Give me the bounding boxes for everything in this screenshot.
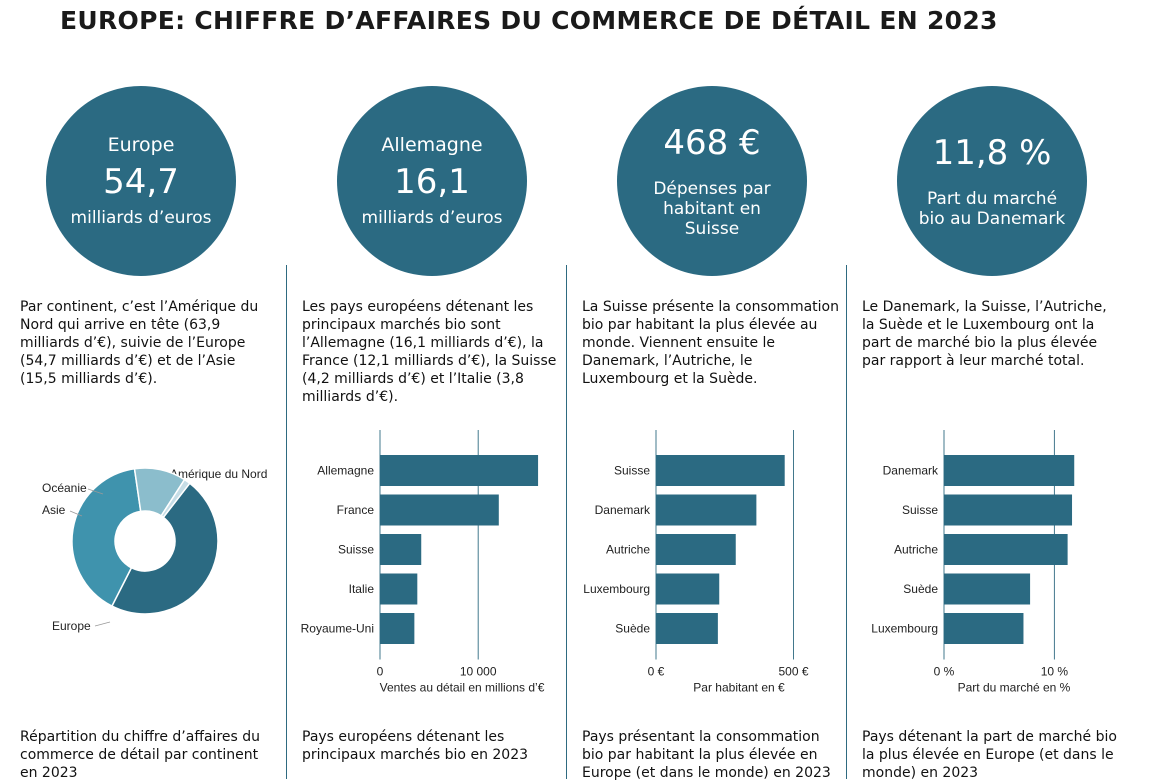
panel-text: Par continent, c’est l’Amérique du Nord … bbox=[20, 299, 259, 387]
slice-leader-line bbox=[87, 488, 104, 495]
panel-continents: Europe 54,7 milliards d’euros Par contin… bbox=[0, 0, 286, 781]
kpi-unit: milliards d’euros bbox=[361, 208, 503, 228]
chart-caption: Pays présentant la consommation bio par … bbox=[582, 729, 831, 781]
kpi-label: Allemagne bbox=[381, 134, 483, 156]
kpi-value: 11,8 % bbox=[932, 133, 1052, 173]
slice-label: Europe bbox=[52, 619, 91, 633]
bar bbox=[944, 573, 1031, 605]
slice-label: Asie bbox=[42, 503, 66, 517]
chart-caption: Répartition du chiffre d’affaires du com… bbox=[20, 729, 261, 781]
bar bbox=[656, 494, 757, 526]
bar bbox=[380, 534, 422, 565]
category-label: Royaume-Uni bbox=[301, 622, 374, 636]
category-label: Danemark bbox=[595, 503, 651, 517]
donut-chart-continents: Amérique du Nord Europe Asie Océanie bbox=[42, 467, 267, 633]
donut-slice bbox=[110, 482, 219, 615]
kpi-unit: milliards d’euros bbox=[70, 208, 212, 228]
kpi-label: Europe bbox=[107, 134, 175, 156]
kpi-value: 54,7 bbox=[103, 162, 179, 202]
category-label: Luxembourg bbox=[583, 582, 650, 596]
panel-countries: Allemagne 16,1 milliards d’euros Les pay… bbox=[286, 86, 573, 779]
tick-label: 10 % bbox=[1041, 665, 1069, 679]
kpi-circle-allemagne: Allemagne 16,1 milliards d’euros bbox=[337, 86, 527, 276]
bar bbox=[944, 534, 1068, 565]
panel-per-capita: 468 € Dépenses par habitant en Suisse La… bbox=[566, 86, 853, 781]
bar bbox=[944, 613, 1024, 644]
tick-label: 0 € bbox=[648, 665, 665, 679]
chart-caption: Pays européens détenant les principaux m… bbox=[302, 729, 529, 763]
tick-label: 10 000 bbox=[460, 665, 497, 679]
panel-market-share: 11,8 % Part du marché bio au Danemark Le… bbox=[846, 86, 1133, 781]
slice-leader-line bbox=[94, 621, 111, 627]
category-label: Autriche bbox=[606, 543, 650, 557]
kpi-description: Dépenses par habitant en Suisse bbox=[653, 179, 771, 239]
slice-leader-line bbox=[69, 510, 83, 517]
page-title: EUROPE: CHIFFRE D’AFFAIRES DU COMMERCE D… bbox=[60, 6, 998, 35]
category-label: Italie bbox=[349, 582, 375, 596]
kpi-circle-suisse: 468 € Dépenses par habitant en Suisse bbox=[617, 86, 807, 276]
tick-label: 0 bbox=[377, 665, 384, 679]
bar bbox=[656, 613, 718, 644]
panel-text: Les pays européens détenant les principa… bbox=[302, 299, 557, 405]
donut-slice bbox=[71, 467, 142, 608]
bar-chart-market-share: 0 % 10 % Danemark Suisse Autriche Suède Luxemb… bbox=[871, 430, 1075, 695]
bar bbox=[656, 455, 785, 486]
tick-label: 500 € bbox=[778, 665, 808, 679]
slice-label: Océanie bbox=[42, 481, 87, 495]
tick-label: 0 % bbox=[934, 665, 955, 679]
panel-text: Le Danemark, la Suisse, l’Autriche, la S… bbox=[862, 299, 1107, 369]
category-label: France bbox=[337, 503, 375, 517]
category-label: Suisse bbox=[902, 503, 938, 517]
x-axis-title: Part du marché en % bbox=[958, 681, 1071, 695]
kpi-value: 16,1 bbox=[394, 162, 470, 202]
bar bbox=[380, 455, 539, 486]
bar bbox=[380, 494, 499, 526]
kpi-circle-danemark: 11,8 % Part du marché bio au Danemark bbox=[897, 86, 1087, 276]
bar-chart-per-capita: 0 € 500 € Suisse Danemark Autriche Luxembourg… bbox=[583, 430, 809, 695]
panel-text: La Suisse présente la consommation bio p… bbox=[582, 299, 839, 387]
category-label: Suède bbox=[903, 582, 938, 596]
bar bbox=[656, 573, 720, 605]
x-axis-title: Ventes au détail en millions d’€ bbox=[380, 681, 545, 695]
category-label: Suède bbox=[615, 622, 650, 636]
slice-label: Amérique du Nord bbox=[170, 467, 267, 481]
chart-caption: Pays détenant la part de marché bio la p… bbox=[862, 729, 1117, 781]
donut-slice bbox=[160, 478, 191, 519]
bar bbox=[656, 534, 736, 565]
category-label: Allemagne bbox=[317, 464, 374, 478]
bar bbox=[944, 455, 1075, 486]
kpi-description: Part du marché bio au Danemark bbox=[918, 189, 1066, 229]
bar-chart-sales: 0 10 000 Allemagne France Suisse Italie Royaum… bbox=[301, 430, 545, 695]
kpi-value: 468 € bbox=[663, 123, 761, 163]
kpi-circle-europe: Europe 54,7 milliards d’euros bbox=[46, 86, 236, 276]
category-label: Suisse bbox=[338, 543, 374, 557]
x-axis-title: Par habitant en € bbox=[693, 681, 785, 695]
category-label: Danemark bbox=[883, 464, 939, 478]
bar bbox=[380, 573, 418, 605]
category-label: Autriche bbox=[894, 543, 938, 557]
bar bbox=[944, 494, 1073, 526]
bar bbox=[380, 613, 415, 644]
category-label: Luxembourg bbox=[871, 622, 938, 636]
category-label: Suisse bbox=[614, 464, 650, 478]
